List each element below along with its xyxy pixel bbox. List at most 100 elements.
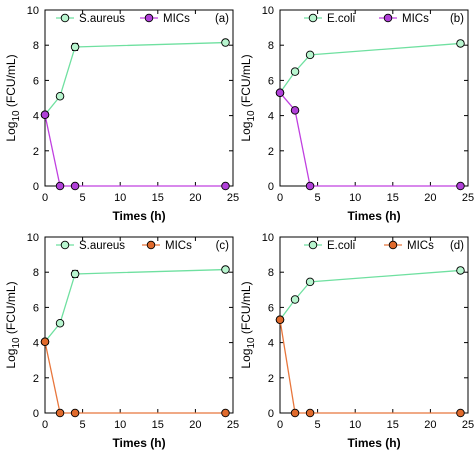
- legend-marker: [308, 13, 318, 23]
- data-point: [70, 269, 80, 279]
- y-axis-title-main: Log: [239, 122, 253, 142]
- y-tick-label: 0: [33, 408, 39, 420]
- data-point: [305, 50, 315, 60]
- data-point: [305, 181, 315, 191]
- legend-label: E.coli: [327, 13, 355, 25]
- y-tick-label: 6: [268, 75, 274, 87]
- x-tick-label: 5: [80, 192, 86, 204]
- y-axis-title: Log10 (FCU/mL): [239, 54, 257, 141]
- data-point: [221, 265, 230, 274]
- y-tick-label: 0: [33, 181, 39, 193]
- y-tick-label: 8: [268, 267, 274, 279]
- x-axis-title: Times (h): [347, 209, 400, 223]
- y-axis-title-unit: (FCU/mL): [4, 54, 18, 110]
- data-point: [55, 91, 65, 101]
- data-point: [290, 106, 300, 115]
- x-axis-title: Times (h): [112, 209, 165, 223]
- y-axis-title-subscript: 10: [246, 337, 257, 349]
- y-axis-title-unit: (FCU/mL): [4, 281, 18, 337]
- y-tick-label: 4: [33, 338, 39, 350]
- series-line: [279, 319, 461, 414]
- data-point: [70, 408, 80, 418]
- y-axis-title-subscript: 10: [11, 337, 22, 349]
- legend-label: S.aureus: [79, 240, 125, 252]
- x-tick-label: 15: [387, 419, 399, 431]
- x-tick-label: 25: [462, 192, 474, 204]
- y-axis-title-subscript: 10: [246, 110, 257, 122]
- y-tick-label: 2: [268, 373, 274, 385]
- y-tick-label: 6: [33, 75, 39, 87]
- legend-marker: [388, 240, 398, 250]
- data-point: [290, 408, 300, 418]
- plot-frame: [44, 236, 234, 414]
- x-tick-label: 5: [315, 419, 321, 431]
- x-tick-label: 5: [315, 192, 321, 204]
- y-axis-title-main: Log: [4, 349, 18, 369]
- panel-label: (c): [216, 240, 230, 252]
- data-point: [55, 408, 65, 418]
- y-tick-label: 8: [33, 40, 39, 52]
- y-axis-title: Log10 (FCU/mL): [4, 281, 22, 368]
- plot-frame: [279, 9, 469, 187]
- series-line: [279, 92, 461, 187]
- y-axis-title-subscript: 10: [11, 110, 22, 122]
- y-tick-label: 6: [33, 302, 39, 314]
- data-point: [221, 181, 230, 191]
- data-point: [275, 88, 285, 97]
- x-tick-label: 10: [114, 419, 126, 431]
- data-point: [456, 181, 465, 191]
- data-point: [290, 67, 300, 76]
- legend-label: S.aureus: [79, 13, 125, 25]
- y-tick-label: 10: [262, 232, 274, 244]
- y-axis-title: Log10 (FCU/mL): [4, 54, 22, 141]
- x-tick-label: 25: [227, 192, 239, 204]
- x-tick-label: 20: [189, 419, 201, 431]
- data-point: [70, 181, 80, 191]
- series-line: [44, 41, 226, 116]
- data-point: [221, 408, 230, 418]
- x-tick-label: 10: [349, 192, 361, 204]
- legend-marker: [144, 13, 154, 23]
- legend-marker: [146, 240, 156, 250]
- y-tick-label: 0: [268, 181, 274, 193]
- y-tick-label: 2: [33, 373, 39, 385]
- legend-label: MICs: [402, 13, 429, 25]
- panel-label: (d): [450, 240, 464, 252]
- data-point: [40, 110, 50, 119]
- x-axis-title: Times (h): [112, 436, 165, 450]
- plot-frame: [279, 236, 469, 414]
- y-tick-label: 4: [33, 111, 39, 123]
- data-point: [305, 277, 315, 287]
- y-tick-label: 2: [268, 146, 274, 158]
- x-tick-label: 10: [349, 419, 361, 431]
- series-line: [44, 268, 226, 343]
- x-tick-label: 15: [387, 192, 399, 204]
- x-tick-label: 5: [80, 419, 86, 431]
- x-tick-label: 15: [152, 419, 164, 431]
- data-point: [305, 408, 315, 418]
- y-axis-title-unit: (FCU/mL): [239, 54, 253, 110]
- data-point: [275, 315, 285, 324]
- legend-marker: [308, 240, 318, 250]
- y-tick-label: 4: [268, 111, 274, 123]
- x-tick-label: 20: [424, 192, 436, 204]
- x-tick-label: 0: [42, 419, 48, 431]
- panel-label: (b): [450, 13, 464, 25]
- y-tick-label: 10: [27, 232, 39, 244]
- legend-label: MICs: [163, 13, 190, 25]
- legend-marker: [383, 13, 393, 23]
- y-axis-title-main: Log: [239, 349, 253, 369]
- data-point: [456, 39, 465, 48]
- y-tick-label: 2: [33, 146, 39, 158]
- data-point: [40, 337, 50, 346]
- data-point: [55, 318, 65, 328]
- x-axis-title: Times (h): [347, 436, 400, 450]
- y-tick-label: 0: [268, 408, 274, 420]
- y-tick-label: 6: [268, 302, 274, 314]
- series-line: [44, 341, 226, 414]
- legend-marker: [60, 240, 70, 250]
